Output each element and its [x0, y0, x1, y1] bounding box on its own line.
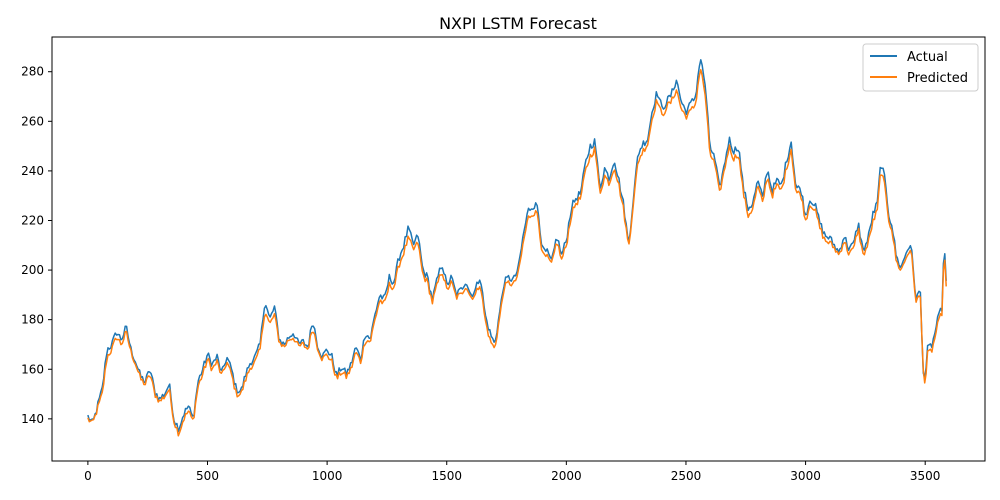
legend-label-predicted: Predicted [907, 71, 968, 86]
y-tick-label: 160 [21, 362, 44, 376]
x-tick-label: 3000 [790, 469, 821, 483]
chart-title: NXPI LSTM Forecast [439, 14, 597, 33]
y-axis: 140 160 180 200 220 240 260 280 [21, 65, 52, 426]
y-tick-label: 200 [21, 263, 44, 277]
x-tick-label: 500 [196, 469, 219, 483]
legend-label-actual: Actual [907, 50, 948, 65]
y-tick-label: 280 [21, 65, 44, 79]
x-tick-label: 2000 [551, 469, 582, 483]
y-tick-label: 260 [21, 114, 44, 128]
x-tick-label: 2500 [671, 469, 702, 483]
y-tick-label: 180 [21, 313, 44, 327]
x-tick-label: 1000 [312, 469, 343, 483]
plot-frame [51, 36, 986, 462]
x-tick-label: 3500 [910, 469, 941, 483]
x-axis: 0 500 1000 1500 2000 2500 3000 3500 [84, 461, 940, 483]
series-line-actual [87, 59, 947, 433]
series-line-predicted [87, 68, 947, 437]
y-tick-label: 220 [21, 213, 44, 227]
y-tick-label: 140 [21, 412, 44, 426]
x-tick-label: 1500 [431, 469, 462, 483]
legend: Actual Predicted [862, 43, 979, 92]
y-tick-label: 240 [21, 164, 44, 178]
series-layer [87, 59, 947, 437]
x-tick-label: 0 [84, 469, 92, 483]
